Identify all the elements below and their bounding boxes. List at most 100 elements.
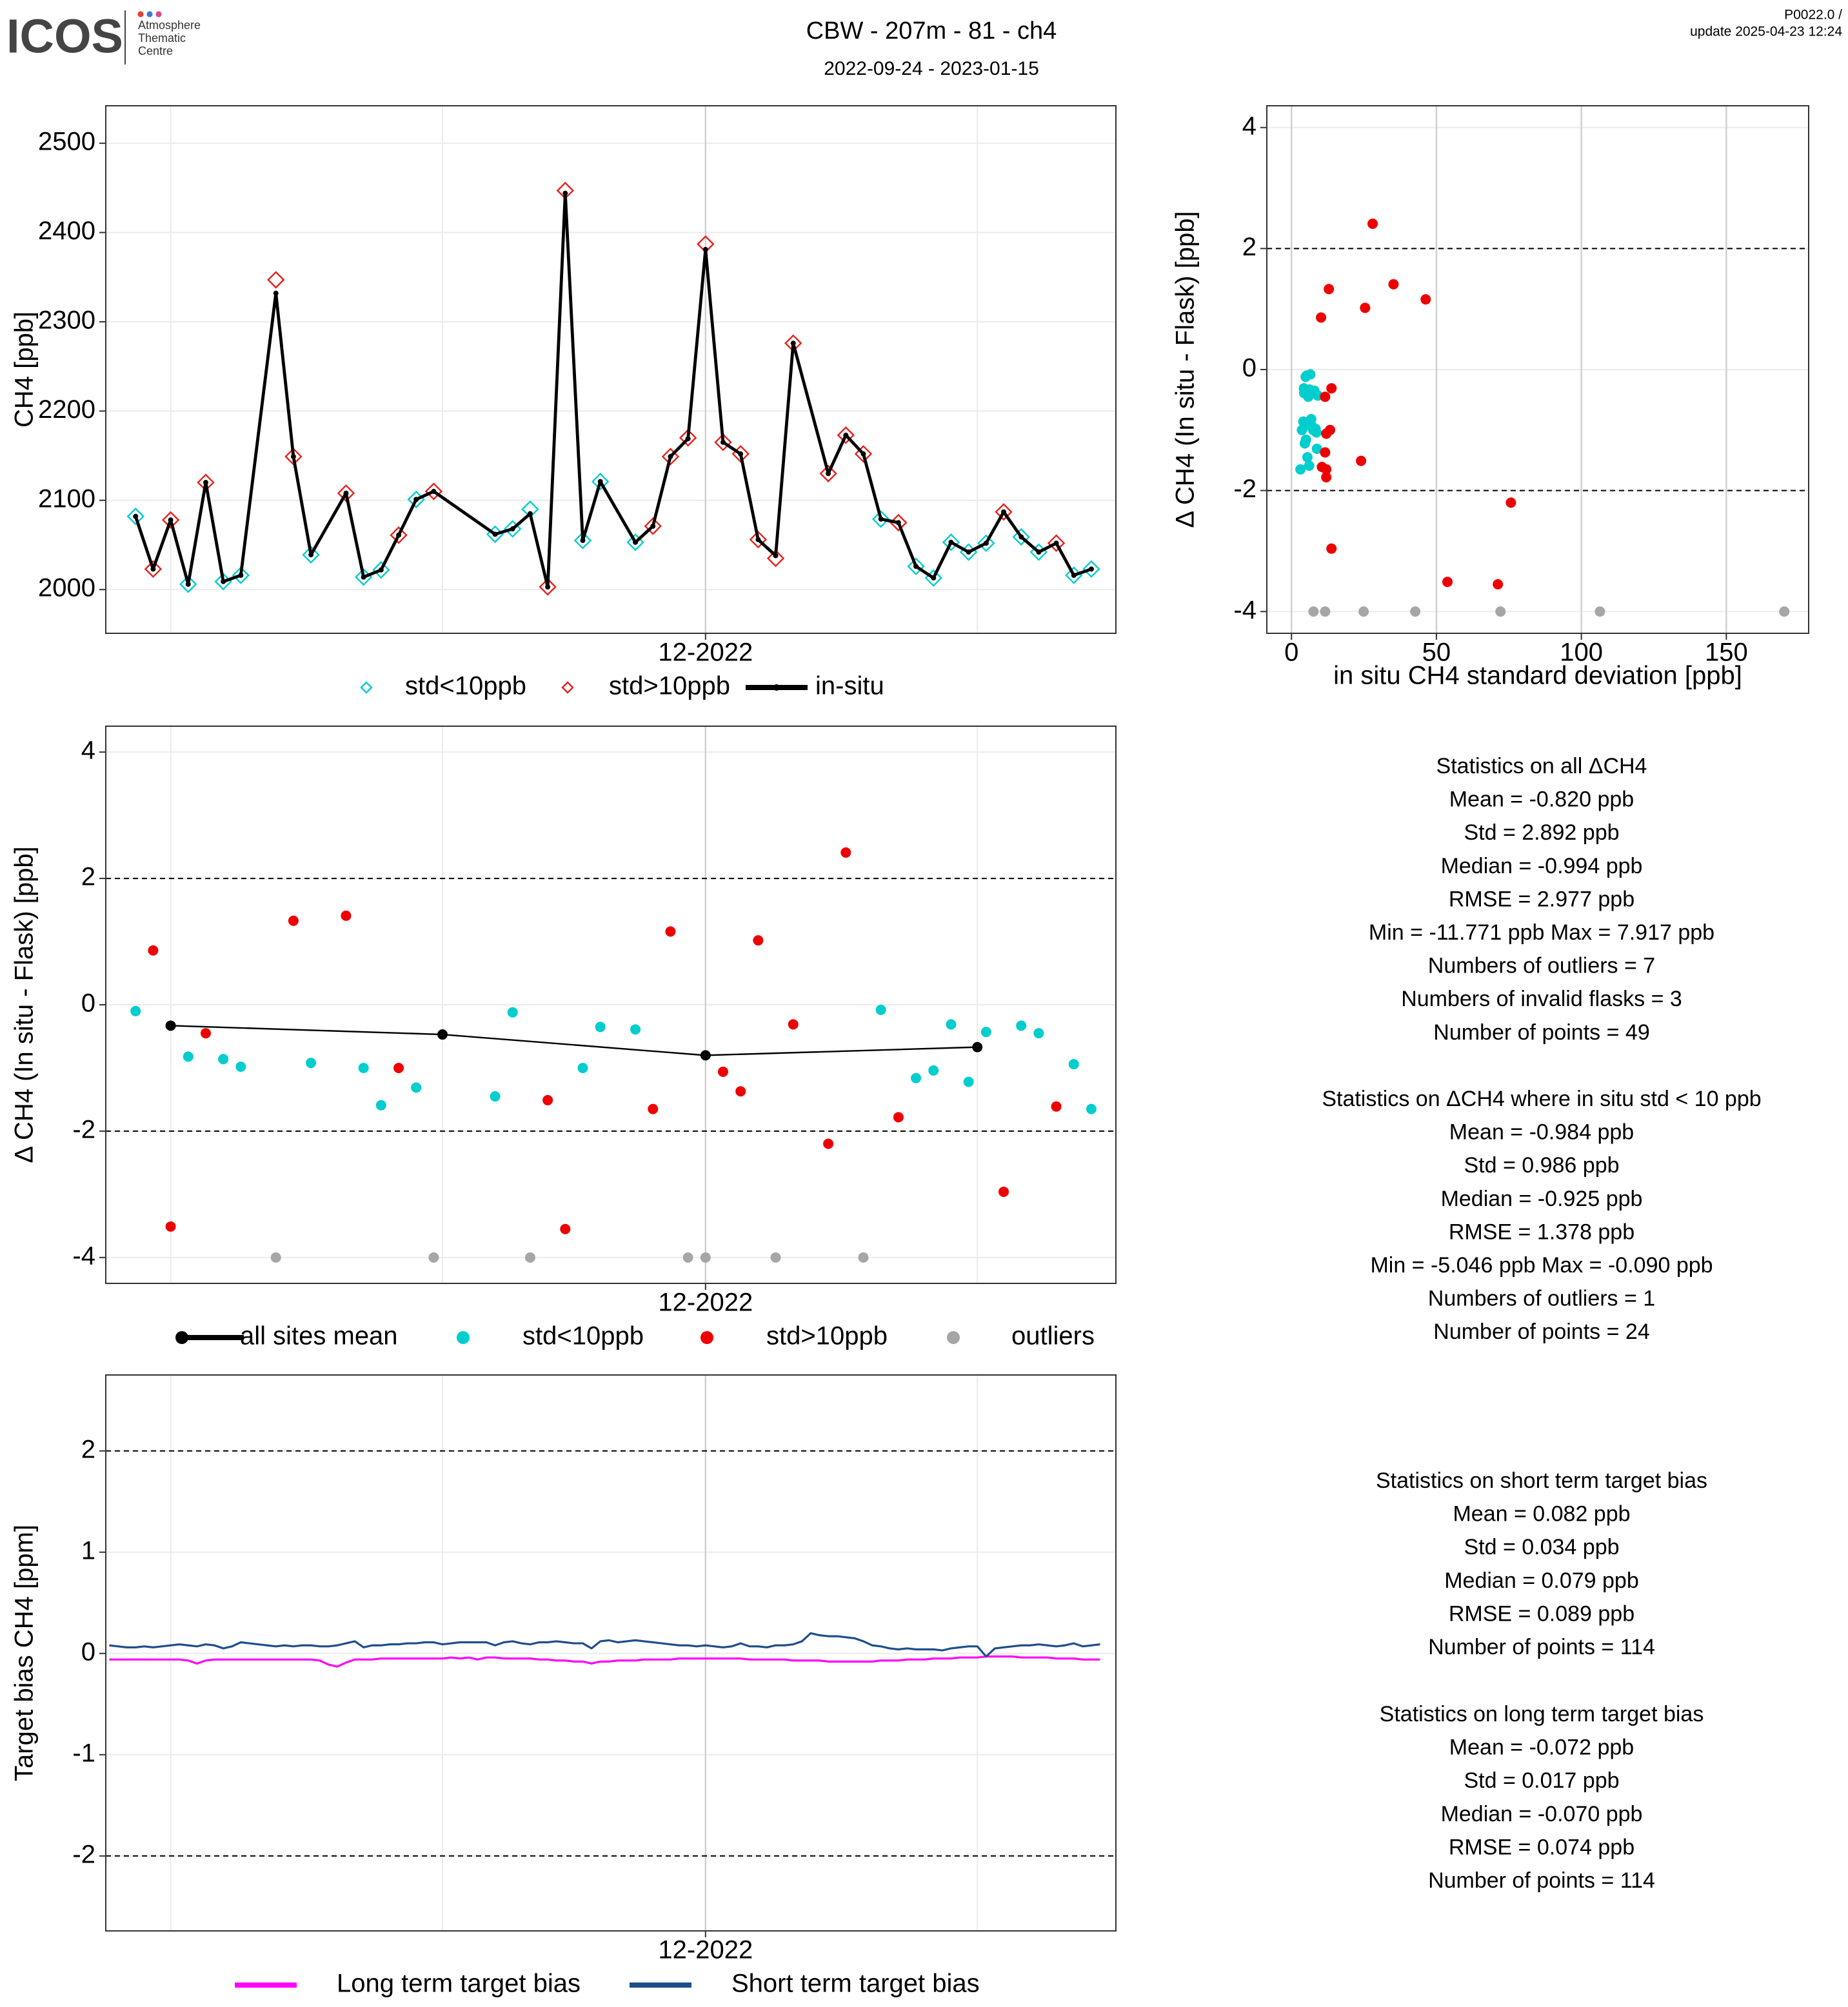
point [860,451,866,457]
point [999,1186,1009,1197]
point [542,1094,553,1105]
point [980,1027,991,1038]
point [203,480,208,486]
point [393,1062,404,1073]
point [875,1004,886,1015]
point [1320,391,1331,402]
y-tick-label: 2 [81,1435,95,1463]
stats-line: Numbers of invalid flasks = 3 [1401,987,1682,1011]
point [633,539,639,545]
point [527,511,533,517]
point [685,436,691,442]
point [200,1028,211,1039]
point [507,1007,518,1018]
point [931,575,937,581]
diamond-marker [372,561,390,579]
legend-swatch [773,684,780,691]
stats-line: Median = -0.994 ppb [1441,854,1643,878]
point [718,1066,728,1077]
point [878,516,884,522]
point [788,1019,799,1030]
point [165,1221,176,1232]
point [700,1050,711,1061]
point [1036,549,1042,555]
point [650,523,656,529]
legend-label: std<10ppb [405,672,526,700]
legend-swatch [360,681,373,694]
point [1410,606,1421,617]
diamond-marker [907,557,925,575]
diamond-marker [995,503,1013,521]
point [665,926,676,937]
point [843,432,849,438]
point [972,1042,983,1053]
point [130,1005,141,1016]
stats-line: Median = 0.079 ppb [1444,1568,1639,1593]
stats-line: Median = -0.070 ppb [1441,1802,1643,1826]
point [343,490,349,496]
point [840,847,851,858]
stats-line: Min = -5.046 ppb Max = -0.090 ppb [1370,1253,1713,1278]
x-tick-label: 12-2022 [658,1289,753,1317]
diamond-marker [424,482,443,500]
logo-line: Atmosphere [138,19,201,32]
point [238,573,244,578]
legend-swatch [700,1331,713,1344]
point [948,539,954,545]
diamond-marker [644,517,662,535]
stats-line: Numbers of outliers = 7 [1428,954,1655,978]
point [290,453,296,459]
y-tick-label: -2 [72,1115,95,1143]
x-axis-label: in situ CH4 standard deviation [ppb] [1333,662,1742,690]
y-axis-label: Δ CH4 (In situ - Flask) [ppb] [1171,211,1200,528]
stats-title: Statistics on long term target bias [1380,1702,1704,1726]
y-tick-label: -2 [72,1840,95,1868]
point [580,538,586,544]
stats-line: Min = -11.771 ppb Max = 7.917 ppb [1369,920,1714,945]
legend-label: Short term target bias [731,1970,980,1998]
diamond-marker [766,549,785,568]
diamond-marker [573,531,592,549]
stats-line: RMSE = 1.378 ppb [1449,1220,1634,1244]
stats-line: Number of points = 49 [1433,1020,1649,1045]
point [378,567,384,573]
point [1420,294,1431,305]
y-tick-label: -4 [72,1241,95,1270]
point [895,520,901,526]
point [510,526,515,532]
point [1356,455,1367,466]
point [826,471,831,477]
point [577,1062,588,1073]
point [270,1252,281,1263]
point [1302,452,1313,463]
point [1297,424,1307,435]
point [1320,447,1331,458]
diamond-marker [1082,560,1100,578]
stats-line: Number of points = 114 [1428,1635,1655,1659]
point [1595,606,1605,617]
logo-dot [137,11,144,17]
logo-dot [146,11,153,17]
point [1307,421,1318,432]
stats-line: Number of points = 114 [1428,1868,1655,1893]
subtitle: 2022-09-24 - 2023-01-15 [824,58,1039,79]
stats-line: RMSE = 0.074 ppb [1449,1835,1634,1859]
stats-line: Number of points = 24 [1433,1320,1649,1344]
point [490,1091,501,1102]
point [597,479,603,484]
legend-swatch [175,1331,188,1344]
point [648,1103,659,1114]
diamond-marker [714,433,732,451]
stats-line: Std = 0.986 ppb [1464,1153,1619,1178]
point [1321,464,1332,475]
legend-label: std<10ppb [522,1322,644,1350]
diamond-marker [390,526,408,544]
legend-label: std>10ppb [609,672,730,700]
y-axis-label: Δ CH4 (In situ - Flask) [ppb] [10,846,39,1163]
stats-line: Median = -0.925 ppb [1441,1187,1643,1211]
diamond-marker [977,534,995,552]
legend-swatch [457,1331,470,1344]
point [630,1024,641,1035]
